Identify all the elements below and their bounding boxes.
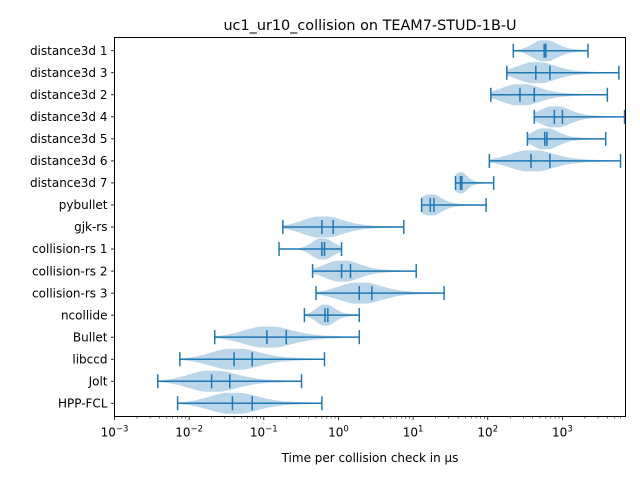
x-tick-minus-2-label: 10−2 [175, 425, 203, 440]
x-tick-2-label: 102 [477, 425, 498, 440]
y-tick-label-jolt: Jolt [88, 374, 108, 388]
x-tick-minus-1-label: 10−1 [250, 425, 278, 440]
y-tick-label-distance3d-4: distance3d 4 [30, 110, 108, 124]
x-tick-0-label: 100 [328, 425, 349, 440]
x-tick-minus-3-label: 10−3 [101, 425, 129, 440]
y-axis: distance3d 1 distance3d 3 distance3d 2 dist… [30, 44, 115, 410]
y-tick-label-gjk-rs: gjk-rs [74, 220, 107, 234]
y-tick-label-collision-rs-1: collision-rs 1 [32, 242, 107, 256]
y-tick-label-libccd: libccd [72, 352, 107, 366]
y-tick-label-distance3d-1: distance3d 1 [30, 44, 108, 58]
x-axis-label: Time per collision check in µs [281, 451, 459, 465]
y-tick-label-distance3d-7: distance3d 7 [30, 176, 108, 190]
violin-stat-lines [157, 43, 626, 411]
y-tick-label-distance3d-2: distance3d 2 [30, 88, 108, 102]
chart-title: uc1_ur10_collision on TEAM7-STUD-1B-U [223, 18, 516, 34]
y-tick-label-distance3d-3: distance3d 3 [30, 66, 108, 80]
x-tick-1-label: 101 [403, 425, 424, 440]
y-tick-label-bullet: Bullet [73, 330, 108, 344]
y-tick-label-ncollide: ncollide [61, 308, 108, 322]
y-tick-label-distance3d-5: distance3d 5 [30, 132, 108, 146]
y-tick-label-pybullet: pybullet [59, 198, 108, 212]
y-tick-label-collision-rs-3: collision-rs 3 [32, 286, 107, 300]
x-tick-3-label: 103 [552, 425, 573, 440]
y-tick-label-distance3d-6: distance3d 6 [30, 154, 108, 168]
y-tick-label-collision-rs-2: collision-rs 2 [32, 264, 107, 278]
y-tick-label-hpp-fcl: HPP-FCL [58, 396, 108, 410]
x-axis: 10−3 10−2 10−1 100 101 102 103 [101, 416, 621, 440]
